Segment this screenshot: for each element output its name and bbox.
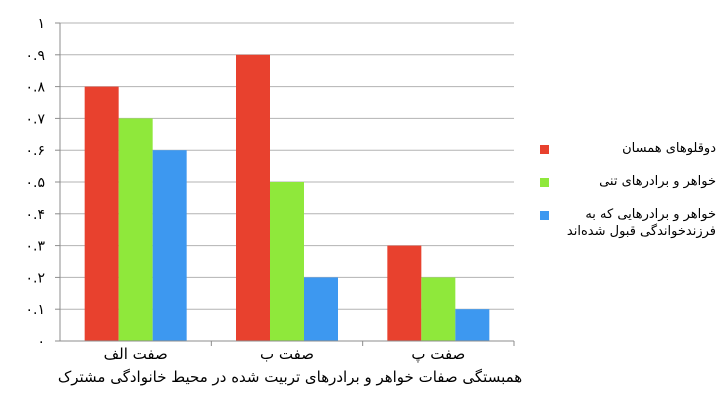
bar-biological-siblings-2 (270, 182, 304, 341)
y-tick-label: ۰.۱ (26, 302, 46, 318)
y-tick-label: ۰.۹ (26, 48, 46, 64)
bar-biological-siblings-1 (118, 118, 153, 342)
bar-identical-twins-3 (387, 245, 422, 341)
legend-item-biological-siblings: خواهر و برادرهای تنی (536, 173, 716, 190)
x-category-label: صفت الف (104, 345, 168, 363)
y-tick-label: ۰.۳ (26, 239, 46, 255)
x-axis-categories: صفت الف صفت ب صفت پ (104, 341, 515, 363)
legend-label-identical-twins: دوقلوهای همسان (622, 141, 716, 156)
legend-item-adopted-siblings: خواهر و برادرهایی که به فرزندخواندگی قبو… (536, 206, 716, 240)
y-tick-label: ۱ (37, 16, 45, 32)
legend-label-biological-siblings: خواهر و برادرهای تنی (599, 174, 716, 189)
bar-adopted-siblings-1 (152, 150, 187, 341)
legend-swatch-adopted-siblings (540, 211, 549, 220)
legend-swatch-identical-twins (540, 145, 549, 154)
y-tick-label: ۰.۵ (26, 175, 46, 191)
x-category-label: صفت پ (411, 345, 465, 363)
bar-adopted-siblings-2 (304, 277, 338, 341)
legend-label-adopted-siblings: خواهر و برادرهایی که به فرزندخواندگی قبو… (566, 207, 716, 239)
x-category-label: صفت ب (260, 345, 314, 363)
y-tick-label: ۰.۲ (26, 270, 46, 286)
bar-biological-siblings-3 (421, 277, 456, 341)
y-tick-label: ۰.۸ (26, 80, 46, 96)
y-tick-label: ۰ (37, 334, 45, 350)
bar-adopted-siblings-3 (455, 309, 490, 341)
chart-caption: همبستگی صفات خواهر و برادرهای تربیت شده … (58, 368, 522, 386)
chart-legend: دوقلوهای همسان خواهر و برادرهای تنی خواه… (536, 140, 716, 256)
y-tick-label: ۰.۴ (26, 207, 46, 223)
legend-swatch-biological-siblings (540, 178, 549, 187)
bar-identical-twins-1 (84, 86, 119, 341)
y-tick-label: ۰.۷ (26, 111, 46, 127)
legend-item-identical-twins: دوقلوهای همسان (536, 140, 716, 157)
y-tick-label: ۰.۶ (26, 143, 46, 159)
y-axis-ticks: ۰ ۰.۱ ۰.۲ ۰.۳ ۰.۴ ۰.۵ ۰.۶ ۰.۷ ۰.۸ ۰.۹ ۱ (26, 16, 60, 350)
bar-identical-twins-2 (236, 54, 270, 342)
bars (84, 54, 490, 342)
